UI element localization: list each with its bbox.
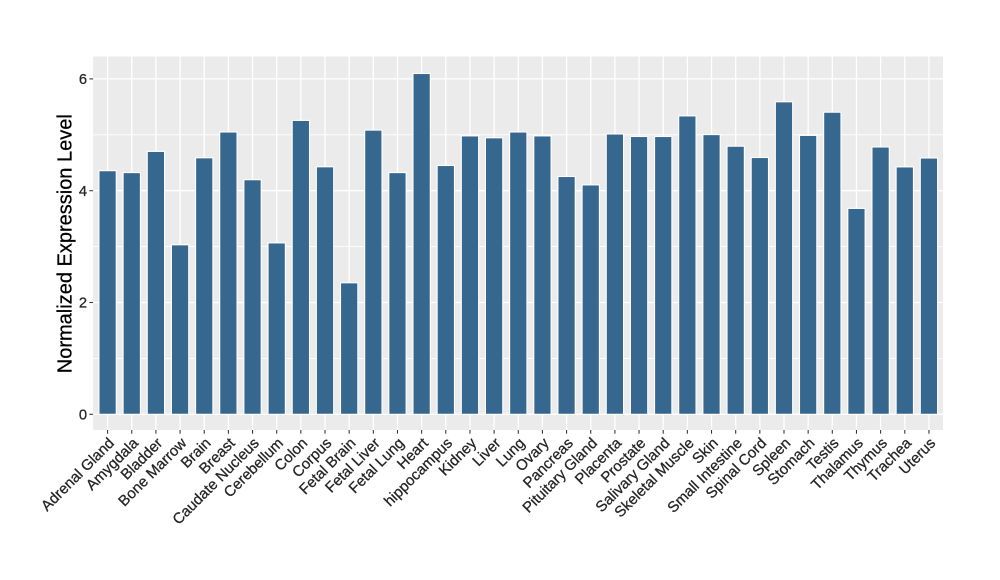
svg-text:6: 6 bbox=[79, 72, 87, 88]
svg-text:Normalized Expression Level: Normalized Expression Level bbox=[55, 114, 77, 373]
svg-text:2: 2 bbox=[79, 296, 87, 312]
svg-text:4: 4 bbox=[79, 184, 87, 200]
svg-text:0: 0 bbox=[79, 408, 87, 424]
